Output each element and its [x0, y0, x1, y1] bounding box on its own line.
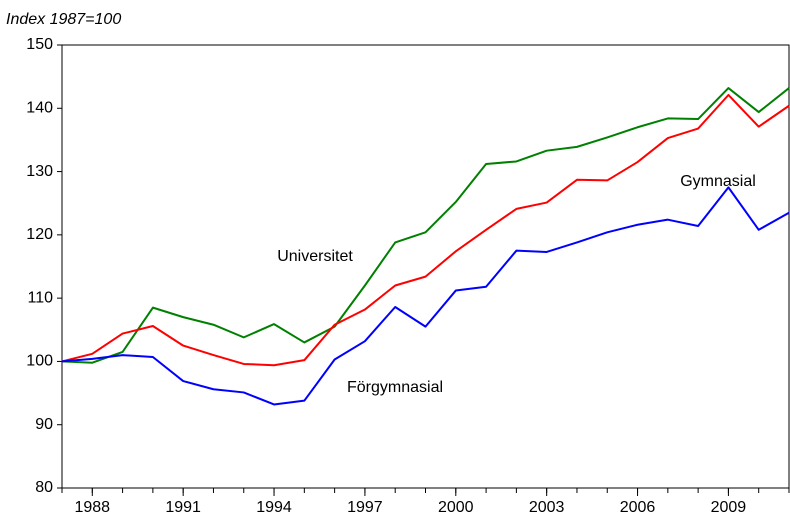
x-tick-label: 2003	[529, 499, 565, 516]
y-tick-label: 80	[35, 479, 53, 496]
x-tick-label: 2000	[438, 499, 474, 516]
x-tick-label: 1994	[256, 499, 292, 516]
series-label: Universitet	[277, 248, 353, 265]
y-tick-label: 90	[35, 416, 53, 433]
y-tick-label: 120	[26, 226, 53, 243]
series-label: Gymnasial	[680, 173, 756, 190]
x-tick-label: 2009	[711, 499, 747, 516]
series-line	[61, 93, 790, 367]
x-tick-label: 1991	[165, 499, 201, 516]
x-tick-label: 1997	[347, 499, 383, 516]
y-tick-label: 100	[26, 353, 53, 370]
y-tick-label: 130	[26, 163, 53, 180]
y-tick-label: 150	[26, 36, 53, 53]
y-tick-label: 110	[27, 289, 53, 306]
x-tick-label: 1988	[74, 499, 110, 516]
plot-frame	[61, 44, 790, 489]
series-label: Förgymnasial	[347, 379, 443, 396]
series-line	[61, 186, 790, 406]
y-axis-label: Index 1987=100	[6, 11, 121, 28]
series-line	[61, 87, 790, 364]
y-tick-label: 140	[26, 100, 53, 117]
x-tick-label: 2006	[620, 499, 656, 516]
